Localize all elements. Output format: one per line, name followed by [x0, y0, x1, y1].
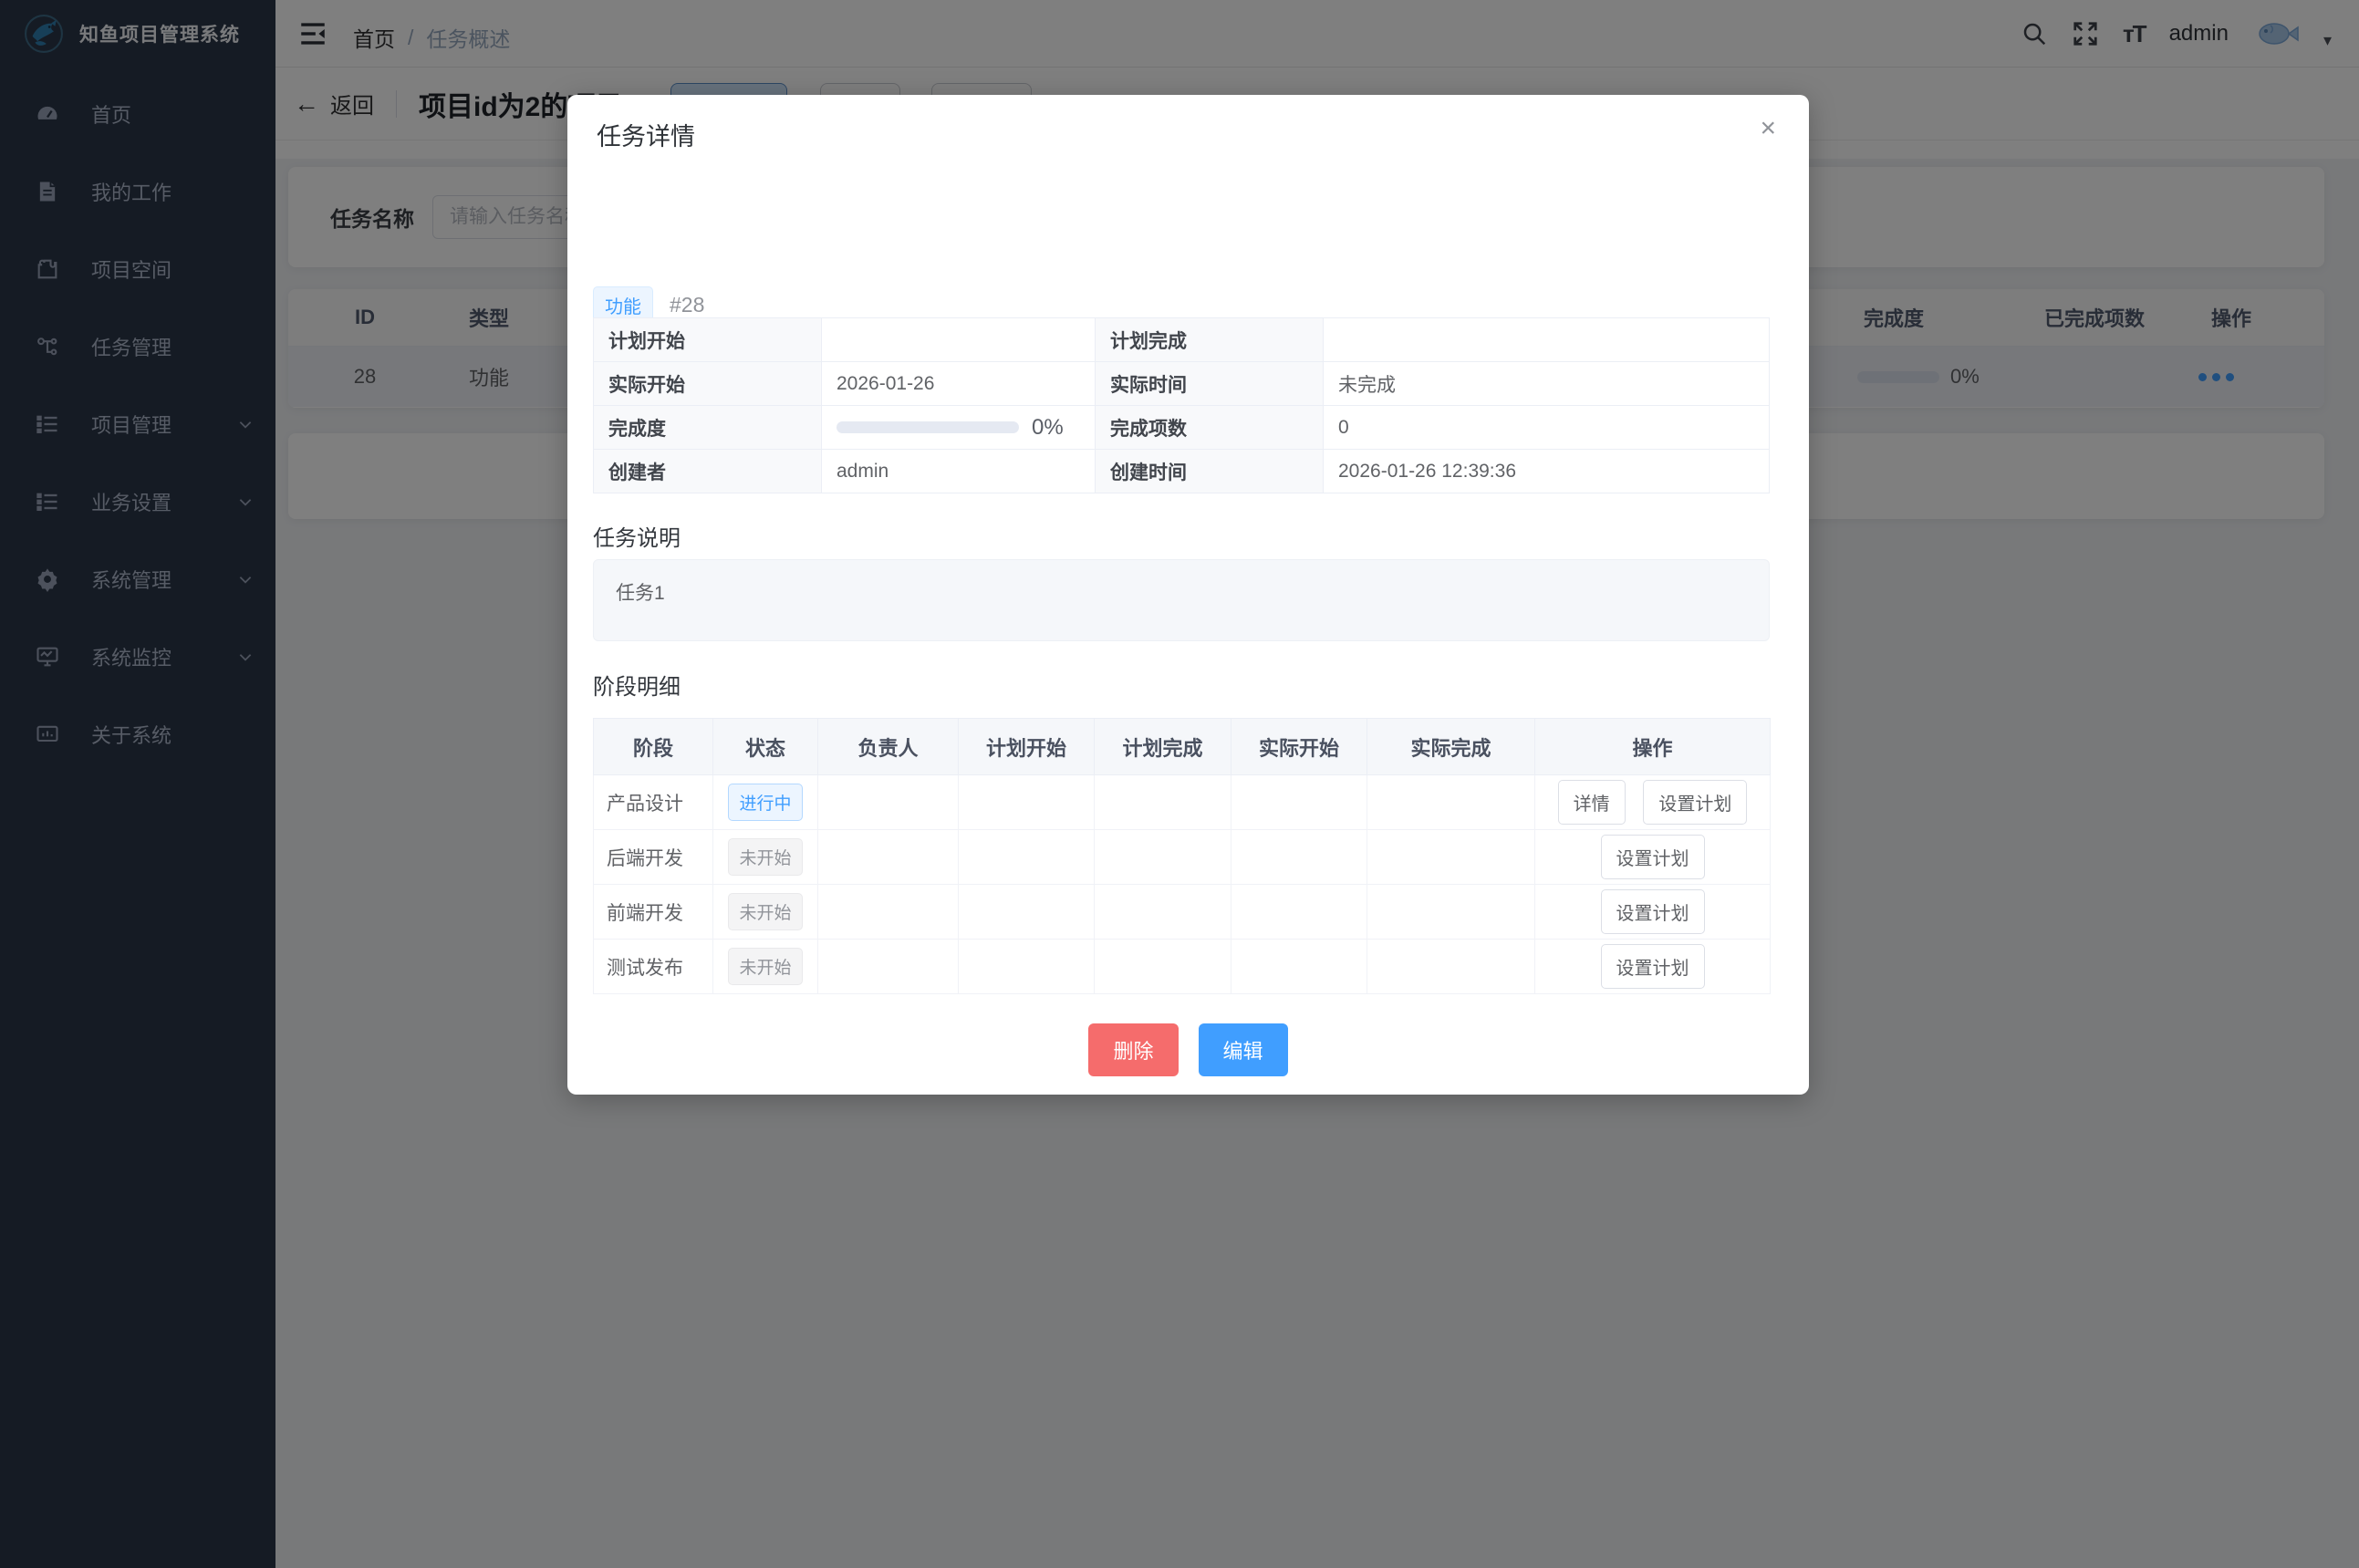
task-description-box: 任务1: [593, 559, 1770, 641]
stage-name: 前端开发: [593, 884, 713, 940]
info-label: 计划完成: [1095, 317, 1324, 362]
stage-set-plan-button[interactable]: 设置计划: [1643, 780, 1748, 825]
task-info-table: 计划开始 计划完成 实际开始 2026-01-26 实际时间 未完成 完成度 0…: [593, 317, 1770, 493]
stage-status-tag: 进行中: [728, 784, 803, 821]
info-label: 创建时间: [1095, 449, 1324, 493]
stage-row: 产品设计 进行中 详情 设置计划: [593, 774, 1771, 830]
col-plan-start: 计划开始: [958, 718, 1095, 775]
stage-name: 产品设计: [593, 774, 713, 830]
stage-plan-finish: [1094, 774, 1231, 830]
col-status: 状态: [712, 718, 818, 775]
stage-table: 阶段 状态 负责人 计划开始 计划完成 实际开始 实际完成 操作 产品设计 进行…: [593, 718, 1771, 994]
stage-actual-finish: [1367, 774, 1535, 830]
stage-plan-start: [958, 774, 1095, 830]
info-label: 实际时间: [1095, 361, 1324, 406]
col-actual-start: 实际开始: [1231, 718, 1367, 775]
stage-actual-start: [1231, 774, 1367, 830]
info-label: 完成项数: [1095, 405, 1324, 450]
stage-status-tag: 未开始: [728, 838, 803, 876]
stage-owner: [817, 939, 959, 994]
delete-button[interactable]: 删除: [1088, 1023, 1179, 1076]
stage-plan-finish: [1094, 884, 1231, 940]
stage-name: 测试发布: [593, 939, 713, 994]
section-title-stages: 阶段明细: [593, 675, 681, 700]
section-title-description: 任务说明: [593, 526, 681, 551]
stage-owner: [817, 774, 959, 830]
stage-plan-finish: [1094, 829, 1231, 885]
info-value: 2026-01-26: [821, 361, 1096, 406]
col-actual-finish: 实际完成: [1367, 718, 1535, 775]
info-label: 创建者: [593, 449, 822, 493]
stage-row: 前端开发 未开始 设置计划: [593, 884, 1771, 940]
stage-table-header-row: 阶段 状态 负责人 计划开始 计划完成 实际开始 实际完成 操作: [593, 718, 1771, 775]
info-value: 未完成: [1323, 361, 1770, 406]
stage-plan-start: [958, 939, 1095, 994]
col-owner: 负责人: [817, 718, 959, 775]
modal-actions: 删除 编辑: [567, 1023, 1809, 1076]
stage-set-plan-button[interactable]: 设置计划: [1600, 889, 1705, 934]
info-progress-cell: 0%: [821, 405, 1096, 450]
info-label: 计划开始: [593, 317, 822, 362]
stage-plan-start: [958, 829, 1095, 885]
stage-set-plan-button[interactable]: 设置计划: [1600, 944, 1705, 989]
info-value: [1323, 317, 1770, 362]
info-value: [821, 317, 1096, 362]
info-value: 2026-01-26 12:39:36: [1323, 449, 1770, 493]
info-label: 完成度: [593, 405, 822, 450]
info-label: 实际开始: [593, 361, 822, 406]
info-value: admin: [821, 449, 1096, 493]
stage-actual-start: [1231, 829, 1367, 885]
stage-actual-finish: [1367, 939, 1535, 994]
task-number: #28: [670, 293, 705, 317]
stage-status-tag: 未开始: [728, 893, 803, 930]
stage-actual-start: [1231, 939, 1367, 994]
col-plan-finish: 计划完成: [1094, 718, 1231, 775]
close-icon[interactable]: ×: [1760, 113, 1776, 143]
stage-name: 后端开发: [593, 829, 713, 885]
edit-button[interactable]: 编辑: [1198, 1023, 1288, 1076]
stage-actual-finish: [1367, 829, 1535, 885]
stage-owner: [817, 829, 959, 885]
stage-actual-start: [1231, 884, 1367, 940]
stage-detail-button[interactable]: 详情: [1557, 780, 1626, 825]
col-stage: 阶段: [593, 718, 713, 775]
info-value: 0: [1323, 405, 1770, 450]
progress-bar: [837, 421, 1019, 433]
stage-owner: [817, 884, 959, 940]
stage-status-tag: 未开始: [728, 948, 803, 985]
modal-title: 任务详情: [597, 123, 695, 151]
stage-row: 后端开发 未开始 设置计划: [593, 829, 1771, 885]
col-actions: 操作: [1534, 718, 1771, 775]
stage-row: 测试发布 未开始 设置计划: [593, 939, 1771, 994]
stage-actual-finish: [1367, 884, 1535, 940]
progress-percent: 0%: [1032, 414, 1064, 440]
stage-plan-finish: [1094, 939, 1231, 994]
stage-plan-start: [958, 884, 1095, 940]
stage-set-plan-button[interactable]: 设置计划: [1600, 835, 1705, 879]
task-detail-modal: 任务详情 × 功能 #28 任务1 进行中 计划开始 计划完成 实际开始 202…: [567, 95, 1809, 1095]
